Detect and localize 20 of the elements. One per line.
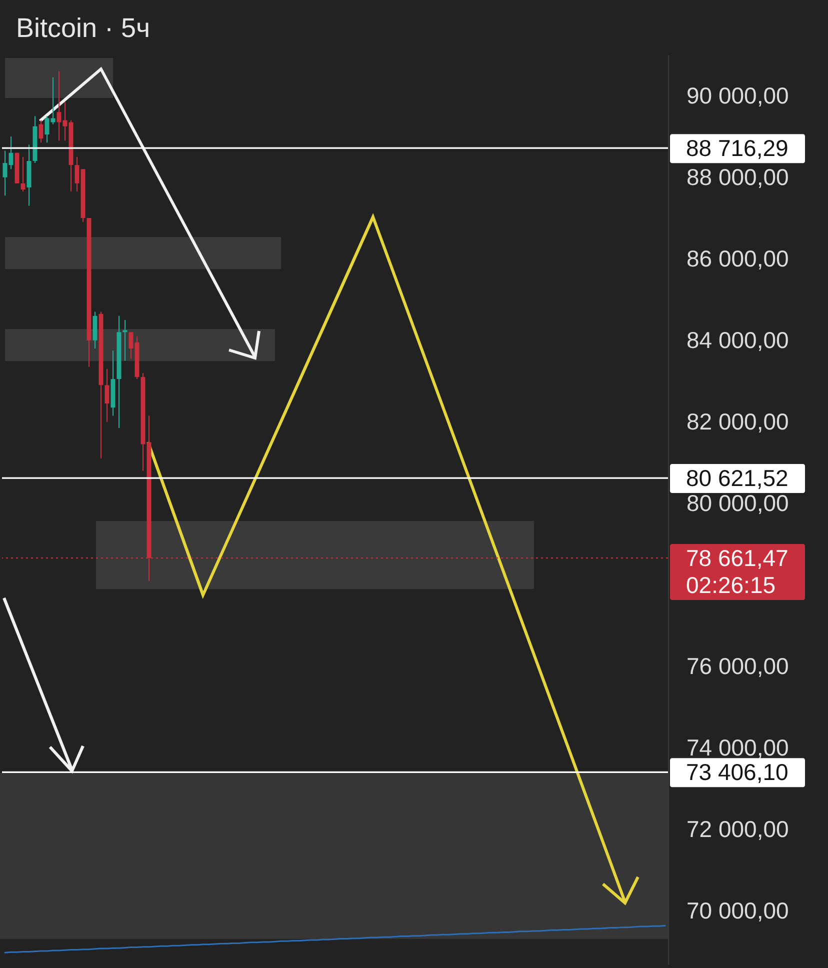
y-tick-label: 84 000,00 — [686, 326, 789, 353]
y-tick-label: 88 000,00 — [686, 164, 789, 190]
chart-title: Bitcoin · 5ч — [16, 13, 150, 43]
y-tick-label: 86 000,00 — [686, 245, 789, 272]
candlestick — [38, 120, 44, 144]
candlestick — [20, 156, 26, 192]
y-tick-label: 90 000,00 — [686, 82, 789, 108]
ref-line-label: 73 406,10 — [686, 759, 788, 786]
ref-line-label: 80 621,52 — [686, 465, 788, 492]
y-tick-label: 76 000,00 — [686, 652, 789, 679]
y-tick-label: 82 000,00 — [686, 408, 789, 434]
y-tick-label: 72 000,00 — [686, 816, 789, 842]
y-tick-label: 74 000,00 — [686, 734, 789, 760]
candlestick — [122, 319, 128, 362]
y-tick-label: 70 000,00 — [686, 898, 789, 924]
line-series — [4, 924, 666, 954]
ref-line-label: 78 661,47 02:26:15 — [686, 544, 788, 598]
ref-line-label: 88 716,29 — [686, 135, 788, 162]
candlestick — [104, 368, 110, 422]
y-tick-label: 80 000,00 — [686, 490, 789, 516]
